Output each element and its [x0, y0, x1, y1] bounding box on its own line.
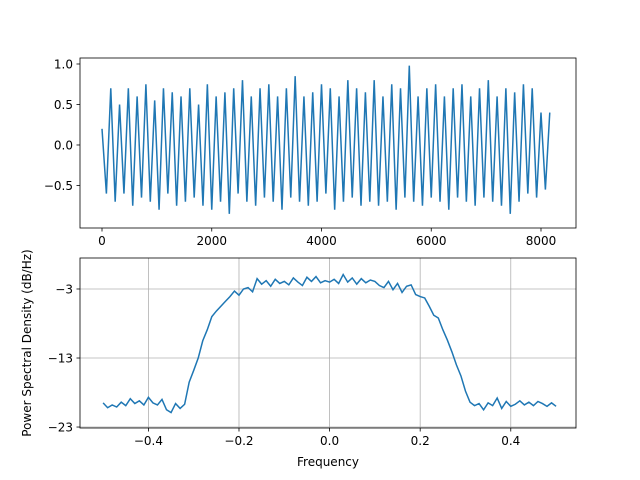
y-tick-label: −3: [55, 282, 73, 296]
data-line: [102, 272, 557, 414]
y-tick-label: 0.5: [54, 98, 73, 112]
x-tick-label: 6000: [416, 234, 447, 248]
axes-frame: [79, 57, 577, 229]
x-tick-label: 2000: [196, 234, 227, 248]
data-line: [101, 65, 551, 214]
y-tick-label: −0.5: [44, 179, 73, 193]
x-tick-label: 0.2: [411, 434, 430, 448]
y-tick-label: 0.0: [54, 138, 73, 152]
x-tick-label: 0.0: [320, 434, 339, 448]
x-tick-label: 0: [98, 234, 106, 248]
x-tick-label: 0.4: [501, 434, 520, 448]
y-tick-label: −23: [48, 421, 73, 435]
x-tick-label: 4000: [306, 234, 337, 248]
y-tick-label: −13: [48, 352, 73, 366]
axes-frame: [79, 257, 577, 429]
y-tick-label: 1.0: [54, 57, 73, 71]
x-axis-label: Frequency: [297, 455, 359, 469]
y-axis-label: Power Spectral Density (dB/Hz): [20, 249, 34, 436]
x-tick-label: −0.2: [224, 434, 253, 448]
x-tick-label: 8000: [526, 234, 557, 248]
x-tick-label: −0.4: [134, 434, 163, 448]
